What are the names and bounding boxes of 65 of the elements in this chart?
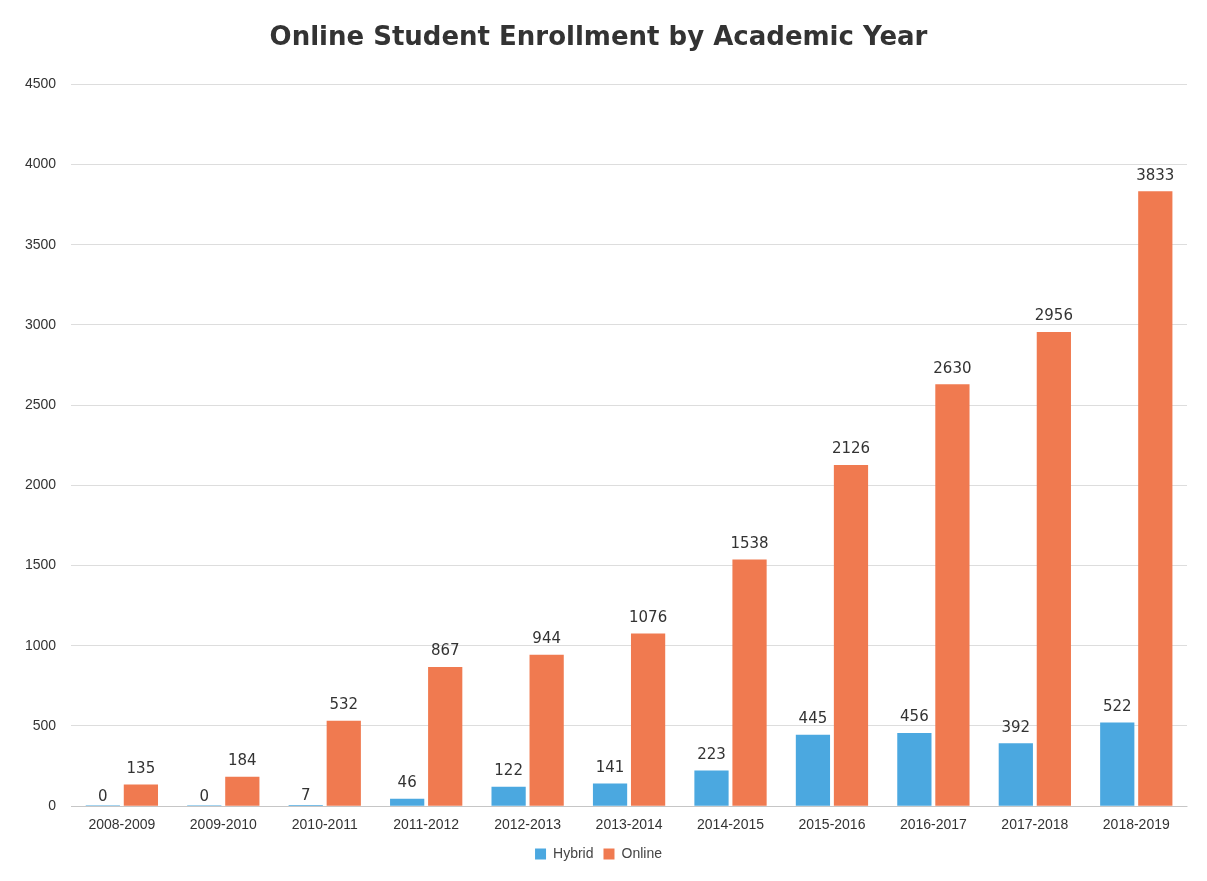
data-label: 445 — [798, 709, 828, 728]
bar — [732, 559, 767, 806]
y-tick-label: 4500 — [24, 75, 57, 92]
bar — [326, 720, 361, 806]
data-label: 1538 — [730, 533, 769, 552]
data-label: 456 — [900, 707, 929, 726]
legend-label: Hybrid — [553, 844, 594, 861]
data-label: 1076 — [629, 607, 668, 626]
x-tick-label: 2017-2018 — [1001, 816, 1069, 833]
bar — [123, 784, 158, 806]
data-label: 46 — [397, 773, 417, 792]
bar — [1100, 722, 1135, 806]
y-tick-label: 1500 — [24, 556, 57, 573]
data-label: 2126 — [831, 439, 871, 458]
bar — [630, 633, 666, 806]
data-label: 532 — [329, 695, 359, 714]
x-tick-label: 2009-2010 — [189, 816, 257, 833]
data-label: 0 — [98, 786, 108, 805]
x-tick-label: 2013-2014 — [595, 816, 663, 833]
y-tick-label: 500 — [32, 716, 57, 733]
bar — [998, 743, 1033, 806]
data-label: 7 — [300, 786, 311, 805]
x-tick-label: 2016-2017 — [899, 816, 968, 833]
x-tick-label: 2018-2019 — [1102, 816, 1170, 833]
bar — [1138, 191, 1173, 806]
y-tick-label: 3500 — [24, 235, 57, 252]
bar — [592, 783, 628, 806]
data-label: 141 — [595, 757, 625, 776]
bar — [833, 465, 869, 806]
x-tick-label: 2011-2012 — [393, 816, 460, 833]
bar — [225, 776, 260, 806]
bar — [529, 654, 564, 806]
y-tick-label: 0 — [48, 797, 57, 814]
bar — [1036, 331, 1071, 806]
chart-title: Online Student Enrollment by Academic Year — [269, 21, 928, 52]
data-label: 122 — [494, 761, 523, 780]
y-tick-label: 4000 — [24, 155, 57, 172]
data-label: 223 — [697, 744, 726, 763]
y-tick-label: 2000 — [24, 476, 57, 493]
y-tick-label: 2500 — [24, 395, 57, 412]
data-label: 2630 — [933, 358, 972, 377]
x-tick-label: 2012-2013 — [494, 816, 562, 833]
data-label: 135 — [126, 758, 156, 777]
x-tick-label: 2014-2015 — [697, 816, 765, 833]
bar — [390, 798, 425, 806]
data-label: 184 — [228, 751, 257, 770]
data-label: 3833 — [1136, 165, 1175, 184]
data-label: 522 — [1102, 696, 1132, 715]
x-tick-label: 2015-2016 — [798, 816, 866, 833]
bar — [897, 733, 932, 806]
legend-label: Online — [621, 844, 663, 861]
bar — [428, 667, 463, 806]
data-label: 944 — [532, 629, 561, 648]
data-label: 0 — [199, 786, 210, 805]
bar — [491, 786, 526, 806]
bar — [694, 770, 729, 806]
data-label: 2956 — [1034, 306, 1073, 325]
y-tick-label: 3000 — [24, 315, 57, 332]
data-label: 867 — [430, 641, 460, 660]
bar — [795, 734, 831, 806]
data-label: 392 — [1001, 717, 1031, 736]
x-tick-label: 2010-2011 — [291, 816, 358, 833]
x-tick-label: 2008-2009 — [88, 816, 156, 833]
bar — [935, 384, 970, 806]
y-tick-label: 1000 — [24, 636, 57, 653]
